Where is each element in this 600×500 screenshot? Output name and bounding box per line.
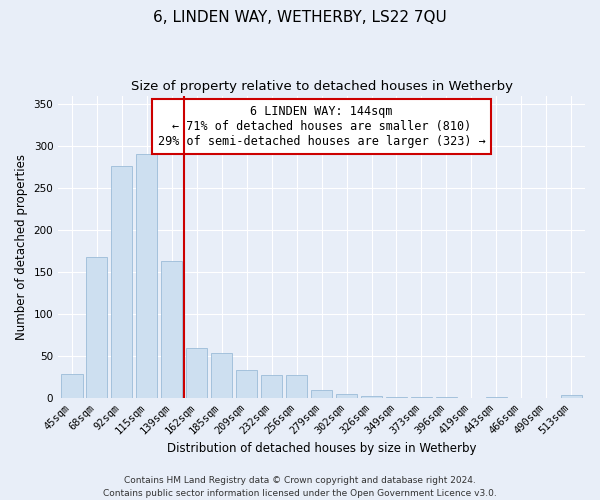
Bar (236, 370, 257, 398)
Bar (111, 166, 133, 398)
Bar (436, 397, 457, 398)
Bar (211, 352, 232, 398)
Bar (411, 397, 432, 398)
Bar (336, 394, 357, 398)
Text: 6, LINDEN WAY, WETHERBY, LS22 7QU: 6, LINDEN WAY, WETHERBY, LS22 7QU (153, 10, 447, 25)
Bar (361, 396, 382, 398)
Bar (386, 397, 407, 398)
Bar (161, 261, 182, 398)
Text: Contains HM Land Registry data © Crown copyright and database right 2024.
Contai: Contains HM Land Registry data © Crown c… (103, 476, 497, 498)
Text: 6 LINDEN WAY: 144sqm
← 71% of detached houses are smaller (810)
29% of semi-deta: 6 LINDEN WAY: 144sqm ← 71% of detached h… (158, 104, 485, 148)
Bar (61, 374, 83, 398)
Y-axis label: Number of detached properties: Number of detached properties (15, 154, 28, 340)
X-axis label: Distribution of detached houses by size in Wetherby: Distribution of detached houses by size … (167, 442, 476, 455)
Bar (186, 348, 208, 398)
Title: Size of property relative to detached houses in Wetherby: Size of property relative to detached ho… (131, 80, 512, 93)
Bar (286, 376, 307, 398)
Bar (486, 397, 507, 398)
Bar (261, 376, 282, 398)
Bar (86, 257, 107, 398)
Bar (311, 390, 332, 398)
Bar (560, 396, 582, 398)
Bar (136, 154, 157, 398)
